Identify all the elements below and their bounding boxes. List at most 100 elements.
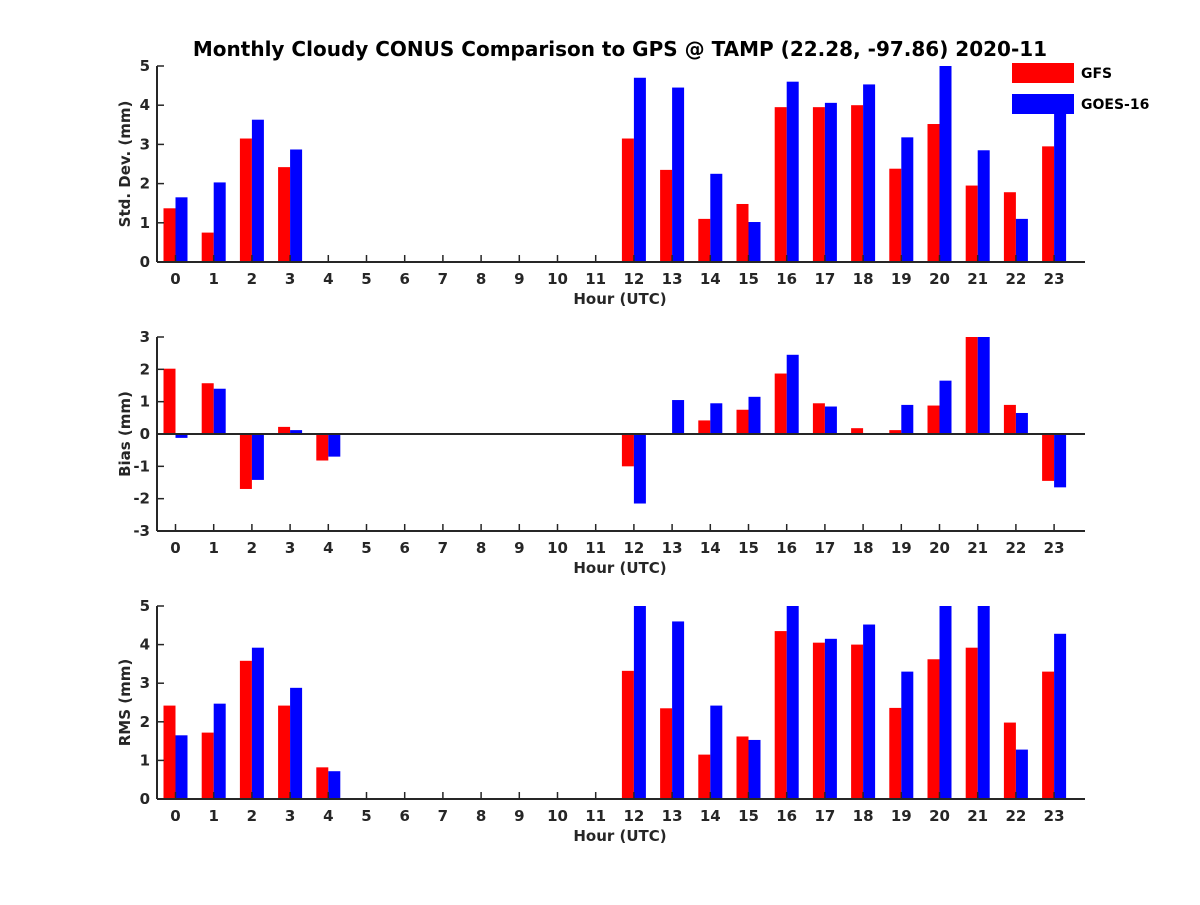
bar-gfs-hour-3 <box>278 167 291 262</box>
bar-gfs-hour-16 <box>774 107 787 262</box>
bar-gfs-hour-3 <box>278 426 291 434</box>
bar-goes16-hour-4 <box>328 771 341 799</box>
x-tick-label: 4 <box>323 270 333 288</box>
x-tick-label: 23 <box>1044 539 1065 557</box>
y-tick-label: 3 <box>140 328 150 346</box>
bar-gfs-hour-21 <box>965 647 978 799</box>
bar-goes16-hour-15 <box>748 222 761 262</box>
x-tick-label: 7 <box>438 807 448 825</box>
x-tick-label: 20 <box>929 807 950 825</box>
bar-goes16-hour-12 <box>633 606 646 799</box>
x-tick-label: 3 <box>285 807 295 825</box>
bar-gfs-hour-0 <box>163 705 176 799</box>
bar-goes16-hour-0 <box>175 197 188 262</box>
x-tick-label: 18 <box>853 270 874 288</box>
bar-goes16-hour-12 <box>633 434 646 504</box>
y-tick-label: 5 <box>140 57 150 75</box>
x-tick-label: 1 <box>208 807 218 825</box>
x-tick-label: 15 <box>738 807 759 825</box>
bar-goes16-hour-19 <box>901 404 914 434</box>
x-tick-label: 10 <box>547 539 568 557</box>
bar-gfs-hour-13 <box>660 169 673 262</box>
x-tick-label: 20 <box>929 270 950 288</box>
bar-goes16-hour-22 <box>1015 412 1028 434</box>
x-tick-label: 6 <box>399 270 409 288</box>
x-tick-label: 2 <box>247 270 257 288</box>
y-axis-label: Bias (mm) <box>116 391 134 477</box>
bar-goes16-hour-17 <box>824 638 837 799</box>
x-tick-label: 21 <box>967 807 988 825</box>
bar-goes16-hour-18 <box>863 84 876 262</box>
x-axis-label: Hour (UTC) <box>573 827 666 845</box>
bar-goes16-hour-0 <box>175 735 188 799</box>
x-tick-label: 8 <box>476 539 486 557</box>
bar-gfs-hour-15 <box>736 409 749 434</box>
x-tick-label: 4 <box>323 807 333 825</box>
bar-gfs-hour-1 <box>201 232 214 262</box>
x-tick-label: 19 <box>891 270 912 288</box>
bar-goes16-hour-21 <box>977 337 990 434</box>
bar-gfs-hour-17 <box>812 107 825 262</box>
x-tick-label: 8 <box>476 270 486 288</box>
bar-gfs-hour-15 <box>736 203 749 262</box>
x-tick-label: 4 <box>323 539 333 557</box>
bar-gfs-hour-23 <box>1042 434 1055 481</box>
bar-goes16-hour-1 <box>213 388 226 434</box>
y-tick-label: -3 <box>133 522 150 540</box>
x-tick-label: 16 <box>776 539 797 557</box>
bar-gfs-hour-15 <box>736 736 749 799</box>
x-tick-label: 22 <box>1005 539 1026 557</box>
y-tick-label: -2 <box>133 490 150 508</box>
x-tick-label: 2 <box>247 539 257 557</box>
y-tick-label: 1 <box>140 393 150 411</box>
x-tick-label: 16 <box>776 270 797 288</box>
bar-goes16-hour-12 <box>633 77 646 262</box>
x-tick-label: 2 <box>247 807 257 825</box>
bars <box>163 66 1067 263</box>
x-tick-label: 21 <box>967 539 988 557</box>
x-tick-label: 7 <box>438 539 448 557</box>
bar-gfs-hour-4 <box>316 434 329 461</box>
bar-gfs-hour-22 <box>1003 192 1016 262</box>
y-tick-label: 1 <box>140 214 150 232</box>
bar-gfs-hour-19 <box>889 168 902 262</box>
y-tick-label: 2 <box>140 713 150 731</box>
bar-goes16-hour-17 <box>824 102 837 263</box>
bars <box>163 337 1067 504</box>
x-tick-label: 6 <box>399 539 409 557</box>
bar-gfs-hour-0 <box>163 368 176 434</box>
x-tick-label: 17 <box>814 270 835 288</box>
bar-gfs-hour-2 <box>239 660 252 799</box>
bar-gfs-hour-23 <box>1042 146 1055 262</box>
x-tick-label: 21 <box>967 270 988 288</box>
bar-gfs-hour-13 <box>660 708 673 799</box>
x-tick-label: 0 <box>170 539 180 557</box>
bar-gfs-hour-2 <box>239 434 252 489</box>
bar-goes16-hour-4 <box>328 434 341 457</box>
bar-goes16-hour-23 <box>1054 105 1067 262</box>
x-tick-label: 14 <box>700 270 721 288</box>
bar-gfs-hour-18 <box>851 105 864 262</box>
x-tick-label: 17 <box>814 807 835 825</box>
bar-gfs-hour-14 <box>698 420 711 434</box>
legend-swatch-goes16 <box>1012 94 1074 114</box>
x-tick-label: 5 <box>361 539 371 557</box>
y-tick-label: -1 <box>133 457 150 475</box>
bar-goes16-hour-16 <box>786 606 799 799</box>
x-tick-label: 14 <box>700 807 721 825</box>
x-tick-label: 0 <box>170 270 180 288</box>
bar-goes16-hour-22 <box>1015 749 1028 799</box>
legend-swatch-gfs <box>1012 63 1074 83</box>
bar-goes16-hour-23 <box>1054 633 1067 799</box>
bar-goes16-hour-14 <box>710 173 723 262</box>
x-tick-label: 1 <box>208 270 218 288</box>
bar-goes16-hour-3 <box>290 430 303 434</box>
bar-gfs-hour-21 <box>965 337 978 434</box>
bar-goes16-hour-14 <box>710 403 723 434</box>
x-tick-label: 11 <box>585 539 606 557</box>
x-tick-label: 14 <box>700 539 721 557</box>
bar-goes16-hour-19 <box>901 671 914 799</box>
x-tick-label: 19 <box>891 807 912 825</box>
x-tick-label: 11 <box>585 270 606 288</box>
